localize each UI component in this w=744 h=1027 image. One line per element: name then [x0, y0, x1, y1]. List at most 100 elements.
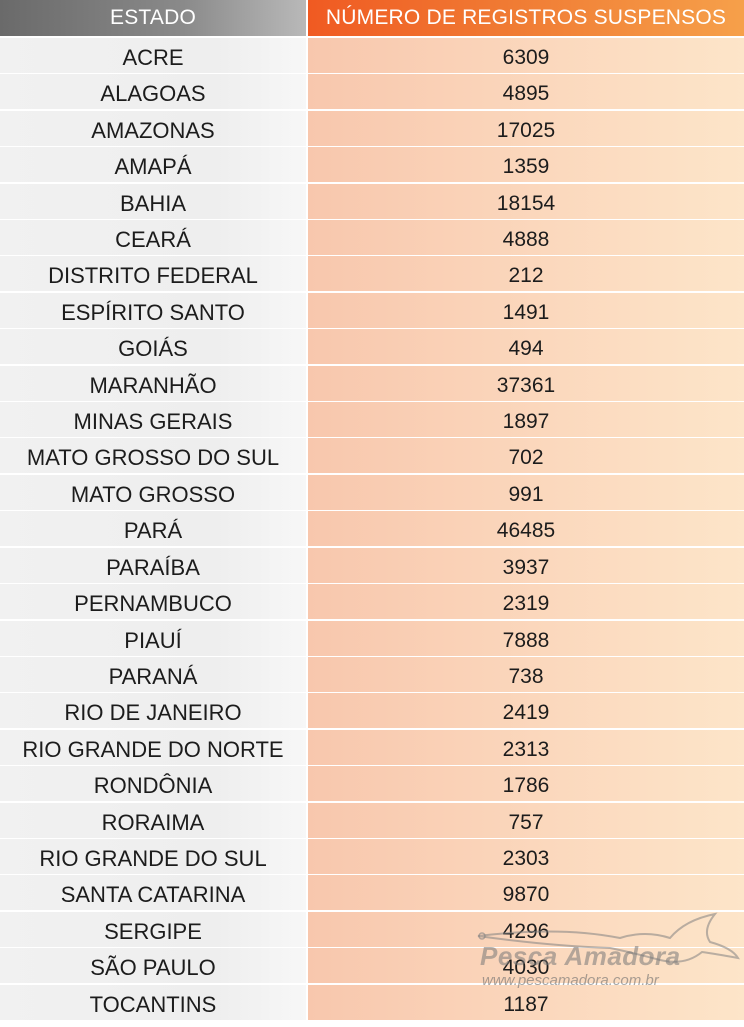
cell-registros: 2319 — [308, 584, 744, 620]
table-row: PERNAMBUCO 2319 — [0, 584, 744, 621]
cell-registros: 4296 — [308, 911, 744, 947]
cell-estado: ESPÍRITO SANTO — [0, 292, 306, 328]
cell-estado: RIO GRANDE DO NORTE — [0, 729, 306, 765]
row-divider — [0, 946, 744, 949]
row-divider — [0, 473, 744, 475]
table-row: MINAS GERAIS 1897 — [0, 402, 744, 439]
table-row: DISTRITO FEDERAL 212 — [0, 256, 744, 293]
cell-estado: ACRE — [0, 38, 306, 73]
cell-registros: 37361 — [308, 365, 744, 401]
table-row: RONDÔNIA 1786 — [0, 766, 744, 803]
row-divider — [0, 655, 744, 657]
cell-estado: BAHIA — [0, 183, 306, 219]
cell-estado: MINAS GERAIS — [0, 402, 306, 438]
row-divider — [0, 218, 744, 221]
table-row: ACRE 6309 — [0, 38, 744, 75]
cell-registros: 4030 — [308, 948, 744, 984]
cell-registros: 702 — [308, 438, 744, 474]
cell-registros: 7888 — [308, 620, 744, 656]
cell-estado: RORAIMA — [0, 802, 306, 838]
row-divider — [0, 801, 744, 803]
cell-estado: MARANHÃO — [0, 365, 306, 401]
row-divider — [0, 400, 744, 403]
cell-registros: 2313 — [308, 729, 744, 765]
cell-registros: 1359 — [308, 147, 744, 183]
cell-registros: 6309 — [308, 38, 744, 73]
cell-registros: 4888 — [308, 220, 744, 256]
row-divider — [0, 873, 744, 876]
table-row: RIO GRANDE DO NORTE 2313 — [0, 729, 744, 767]
row-divider — [0, 364, 744, 366]
table-row: AMAPÁ 1359 — [0, 147, 744, 184]
table-row: RIO DE JANEIRO 2419 — [0, 693, 744, 730]
table-row: SÃO PAULO 4030 — [0, 948, 744, 985]
table-row: TOCANTINS 1187 — [0, 984, 744, 1021]
cell-registros: 2419 — [308, 693, 744, 729]
table-row: SERGIPE 4296 — [0, 911, 744, 949]
cell-estado: DISTRITO FEDERAL — [0, 256, 306, 292]
cell-registros: 46485 — [308, 511, 744, 547]
cell-registros: 4895 — [308, 74, 744, 110]
table-row: ALAGOAS 4895 — [0, 74, 744, 111]
cell-registros: 212 — [308, 256, 744, 292]
table-row: ESPÍRITO SANTO 1491 — [0, 292, 744, 330]
cell-registros: 738 — [308, 656, 744, 692]
cell-estado: CEARÁ — [0, 220, 306, 256]
cell-estado: PARÁ — [0, 511, 306, 547]
cell-estado: MATO GROSSO — [0, 474, 306, 510]
table-row: AMAZONAS 17025 — [0, 110, 744, 148]
row-divider — [0, 546, 744, 548]
cell-estado: RIO GRANDE DO SUL — [0, 838, 306, 874]
cell-registros: 1491 — [308, 292, 744, 328]
cell-estado: GOIÁS — [0, 329, 306, 365]
header-registros-suspensos: NÚMERO DE REGISTROS SUSPENSOS — [308, 0, 744, 36]
cell-estado: PARAÍBA — [0, 547, 306, 583]
table-body: ACRE 6309 ALAGOAS 4895 AMAZONAS 17025 AMAPÁ 135… — [0, 38, 744, 1021]
row-divider — [0, 1019, 744, 1021]
table-row: MATO GROSSO 991 — [0, 474, 744, 512]
row-divider — [0, 619, 744, 621]
row-divider — [0, 764, 744, 767]
cell-estado: RONDÔNIA — [0, 766, 306, 802]
header-estado: ESTADO — [0, 0, 306, 36]
cell-estado: SERGIPE — [0, 911, 306, 947]
row-divider — [0, 582, 744, 585]
row-divider — [0, 145, 744, 148]
cell-estado: TOCANTINS — [0, 984, 306, 1020]
cell-estado: PIAUÍ — [0, 620, 306, 656]
cell-estado: AMAPÁ — [0, 147, 306, 183]
table-row: PARÁ 46485 — [0, 511, 744, 548]
cell-estado: ALAGOAS — [0, 74, 306, 110]
table-row: PARAÍBA 3937 — [0, 547, 744, 585]
table-header: ESTADO NÚMERO DE REGISTROS SUSPENSOS — [0, 0, 744, 36]
table-row: RORAIMA 757 — [0, 802, 744, 839]
cell-registros: 494 — [308, 329, 744, 365]
cell-registros: 1187 — [308, 984, 744, 1020]
cell-registros: 2303 — [308, 838, 744, 874]
row-divider — [0, 327, 744, 330]
row-divider — [0, 983, 744, 985]
cell-registros: 3937 — [308, 547, 744, 583]
table-row: PIAUÍ 7888 — [0, 620, 744, 657]
cell-estado: SANTA CATARINA — [0, 875, 306, 911]
cell-estado: AMAZONAS — [0, 110, 306, 146]
row-divider — [0, 182, 744, 184]
cell-estado: RIO DE JANEIRO — [0, 693, 306, 729]
row-divider — [0, 910, 744, 912]
table-row: CEARÁ 4888 — [0, 220, 744, 257]
row-divider — [0, 837, 744, 839]
cell-estado: MATO GROSSO DO SUL — [0, 438, 306, 474]
table-row: RIO GRANDE DO SUL 2303 — [0, 838, 744, 876]
table-row: MATO GROSSO DO SUL 702 — [0, 438, 744, 475]
cell-estado: PARANÁ — [0, 656, 306, 692]
cell-registros: 9870 — [308, 875, 744, 911]
cell-registros: 18154 — [308, 183, 744, 219]
cell-estado: PERNAMBUCO — [0, 584, 306, 620]
table-row: BAHIA 18154 — [0, 183, 744, 221]
table-row: GOIÁS 494 — [0, 329, 744, 366]
row-divider — [0, 691, 744, 694]
cell-registros: 1897 — [308, 402, 744, 438]
row-divider — [0, 728, 744, 730]
row-divider — [0, 73, 744, 75]
table-row: MARANHÃO 37361 — [0, 365, 744, 403]
